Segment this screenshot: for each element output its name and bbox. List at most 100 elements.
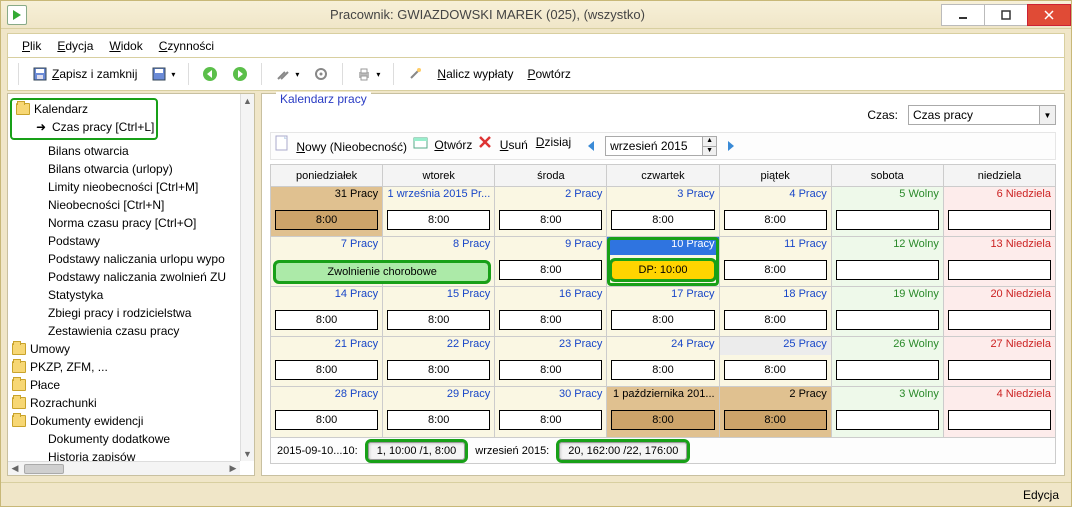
cell-box-empty[interactable] <box>948 360 1051 380</box>
cell-box[interactable]: 8:00 <box>724 260 827 280</box>
calendar-cell[interactable]: 17 Pracy8:00 <box>607 287 719 337</box>
open-button[interactable]: Otwórz <box>413 135 474 157</box>
tree-item[interactable]: Zestawienia czasu pracy <box>10 322 238 340</box>
delete-button[interactable]: Usuń <box>478 135 529 157</box>
cell-box[interactable]: 8:00 <box>275 410 378 430</box>
calendar-cell[interactable]: 1 października 201...8:00 <box>607 387 719 437</box>
month-input[interactable] <box>606 137 702 155</box>
tree-item[interactable]: Nieobecności [Ctrl+N] <box>10 196 238 214</box>
cell-box[interactable]: 8:00 <box>275 360 378 380</box>
tree-item[interactable]: Norma czasu pracy [Ctrl+O] <box>10 214 238 232</box>
cell-box[interactable]: 8:00 <box>611 360 714 380</box>
print-button[interactable]: ▾ <box>351 62 385 86</box>
powtorz-button[interactable]: Powtórz <box>522 62 575 86</box>
cell-box-empty[interactable] <box>948 210 1051 230</box>
cell-box-empty[interactable] <box>836 310 939 330</box>
calendar-cell[interactable]: 3 Pracy8:00 <box>607 187 719 237</box>
chevron-down-icon[interactable]: ▼ <box>1039 106 1055 124</box>
nav-fwd-button[interactable] <box>227 62 253 86</box>
calendar-cell[interactable]: 11 Pracy8:00 <box>720 237 832 287</box>
calendar-cell[interactable]: 4 Pracy8:00 <box>720 187 832 237</box>
tree-rozrachunki[interactable]: Rozrachunki <box>10 394 238 412</box>
calendar-cell[interactable]: 28 Pracy8:00 <box>271 387 383 437</box>
month-spinner[interactable]: ▲▼ <box>702 137 716 155</box>
tree-item[interactable]: Historia zapisów <box>10 448 238 461</box>
cell-box[interactable]: 8:00 <box>724 210 827 230</box>
prev-month-button[interactable] <box>581 136 601 156</box>
today-button[interactable]: Dzisiaj <box>534 135 573 157</box>
calendar-cell[interactable]: 30 Pracy8:00 <box>495 387 607 437</box>
tree-item[interactable]: Limity nieobecności [Ctrl+M] <box>10 178 238 196</box>
save-button[interactable]: ▾ <box>146 62 180 86</box>
cell-box[interactable]: 8:00 <box>275 310 378 330</box>
tree-place[interactable]: Płace <box>10 376 238 394</box>
calendar-cell[interactable]: 1 września 2015 Pr...8:00 <box>383 187 495 237</box>
calendar-cell[interactable]: 7 PracyZwolnienie chorobowe <box>271 237 383 287</box>
calendar-cell[interactable]: 14 Pracy8:00 <box>271 287 383 337</box>
tree-item[interactable]: Dokumenty dodatkowe <box>10 430 238 448</box>
save-close-button[interactable]: Zapisz i zamknij <box>27 62 142 86</box>
cell-box[interactable]: 8:00 <box>499 310 602 330</box>
cell-box[interactable]: 8:00 <box>499 210 602 230</box>
calendar-cell[interactable]: 19 Wolny <box>832 287 944 337</box>
maximize-button[interactable] <box>984 4 1028 26</box>
cell-box[interactable]: DP: 10:00 <box>611 260 714 280</box>
tree-item[interactable]: Podstawy <box>10 232 238 250</box>
calendar-cell[interactable]: 16 Pracy8:00 <box>495 287 607 337</box>
calendar-cell[interactable]: 4 Niedziela <box>944 387 1055 437</box>
cell-box[interactable]: 8:00 <box>387 410 490 430</box>
new-button[interactable]: Nowy (Nieobecność) <box>275 135 409 157</box>
tree-umowy[interactable]: Umowy <box>10 340 238 358</box>
nav-back-button[interactable] <box>197 62 223 86</box>
calendar-cell[interactable]: 29 Pracy8:00 <box>383 387 495 437</box>
calendar-cell[interactable]: 22 Pracy8:00 <box>383 337 495 387</box>
calendar-cell[interactable]: 21 Pracy8:00 <box>271 337 383 387</box>
cell-box-empty[interactable] <box>948 310 1051 330</box>
tree-dok-ewid[interactable]: Dokumenty ewidencji <box>10 412 238 430</box>
calendar-cell[interactable]: 27 Niedziela <box>944 337 1055 387</box>
calendar-cell[interactable]: 23 Pracy8:00 <box>495 337 607 387</box>
calendar-cell[interactable]: 20 Niedziela <box>944 287 1055 337</box>
tools-button[interactable]: ▾ <box>270 62 304 86</box>
tree-pkzp[interactable]: PKZP, ZFM, ... <box>10 358 238 376</box>
calendar-cell[interactable]: 5 Wolny <box>832 187 944 237</box>
calendar-cell[interactable]: 2 Pracy8:00 <box>720 387 832 437</box>
cell-box-empty[interactable] <box>948 410 1051 430</box>
cell-box[interactable]: Zwolnienie chorobowe <box>275 262 489 282</box>
cell-box-empty[interactable] <box>836 210 939 230</box>
close-button[interactable] <box>1027 4 1071 26</box>
menu-plik[interactable]: Plik <box>16 37 47 55</box>
calendar-cell[interactable]: 9 Pracy8:00 <box>495 237 607 287</box>
calendar-cell[interactable]: 13 Niedziela <box>944 237 1055 287</box>
tree-czas-pracy[interactable]: ➜Czas pracy [Ctrl+L] <box>14 118 154 136</box>
month-picker[interactable]: ▲▼ <box>605 136 717 156</box>
calendar-cell[interactable]: 3 Wolny <box>832 387 944 437</box>
cell-box[interactable]: 8:00 <box>724 410 827 430</box>
tree-item[interactable]: Podstawy naliczania urlopu wypo <box>10 250 238 268</box>
calendar-cell[interactable]: 15 Pracy8:00 <box>383 287 495 337</box>
cell-box[interactable]: 8:00 <box>499 360 602 380</box>
wand-button[interactable] <box>402 62 428 86</box>
cell-box-empty[interactable] <box>836 360 939 380</box>
tree-item[interactable]: Podstawy naliczania zwolnień ZU <box>10 268 238 286</box>
calendar-cell[interactable]: 2 Pracy8:00 <box>495 187 607 237</box>
minimize-button[interactable] <box>941 4 985 26</box>
calendar-cell[interactable]: 6 Niedziela <box>944 187 1055 237</box>
cell-box-empty[interactable] <box>836 260 939 280</box>
cell-box[interactable]: 8:00 <box>724 310 827 330</box>
menu-widok[interactable]: Widok <box>103 37 148 55</box>
tree-item[interactable]: Bilans otwarcia <box>10 142 238 160</box>
settings-button[interactable] <box>308 62 334 86</box>
calendar-cell[interactable]: 24 Pracy8:00 <box>607 337 719 387</box>
sidebar-hscroll[interactable]: ◀▶ <box>8 461 240 475</box>
cell-box[interactable]: 8:00 <box>611 410 714 430</box>
cell-box[interactable]: 8:00 <box>499 410 602 430</box>
calendar-grid[interactable]: poniedziałekwtorekśrodaczwartekpiąteksob… <box>270 164 1056 438</box>
menu-edycja[interactable]: Edycja <box>51 37 99 55</box>
calendar-cell[interactable]: 18 Pracy8:00 <box>720 287 832 337</box>
cell-box[interactable]: 8:00 <box>387 310 490 330</box>
czas-combo[interactable]: ▼ <box>908 105 1056 125</box>
calendar-cell[interactable]: 10 PracyDP: 10:00 <box>607 237 719 287</box>
czas-input[interactable] <box>909 106 1039 124</box>
menu-czynnosci[interactable]: Czynności <box>153 37 220 55</box>
